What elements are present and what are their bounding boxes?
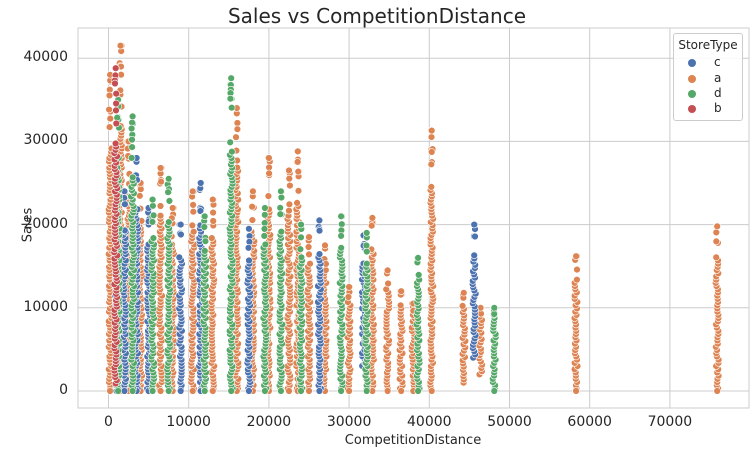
x-axis-label: CompetitionDistance bbox=[344, 433, 482, 448]
y-tick-label: 30000 bbox=[23, 132, 68, 149]
legend-label-c: c bbox=[714, 55, 721, 69]
y-tick-label: 10000 bbox=[23, 298, 68, 315]
legend-label-b: b bbox=[714, 101, 722, 115]
y-tick-label: 0 bbox=[59, 382, 68, 398]
legend-marker-d-icon bbox=[688, 90, 696, 98]
x-tick-label: 20000 bbox=[246, 414, 292, 430]
x-tick-label: 60000 bbox=[567, 414, 612, 430]
legend-marker-a-icon bbox=[688, 75, 696, 83]
legend-label-a: a bbox=[714, 71, 722, 85]
x-tick-label: 70000 bbox=[647, 414, 693, 430]
y-tick-label: 40000 bbox=[23, 49, 68, 66]
x-tick-label: 0 bbox=[104, 414, 113, 430]
legend-title: StoreType bbox=[678, 38, 738, 52]
x-tick-label: 50000 bbox=[487, 414, 532, 430]
chart-title: Sales vs CompetitionDistance bbox=[227, 4, 527, 28]
legend-marker-b-icon bbox=[688, 105, 696, 113]
y-tick-label: 20000 bbox=[23, 215, 68, 232]
legend: StoreType c a d b bbox=[673, 33, 743, 121]
y-axis-label: Sales bbox=[20, 207, 36, 243]
legend-marker-c-icon bbox=[688, 59, 696, 67]
data-points bbox=[104, 41, 723, 395]
legend-label-d: d bbox=[714, 86, 722, 100]
x-tick-label: 30000 bbox=[326, 414, 372, 430]
x-tick-label: 40000 bbox=[407, 414, 452, 430]
x-tick-label: 10000 bbox=[166, 414, 211, 430]
